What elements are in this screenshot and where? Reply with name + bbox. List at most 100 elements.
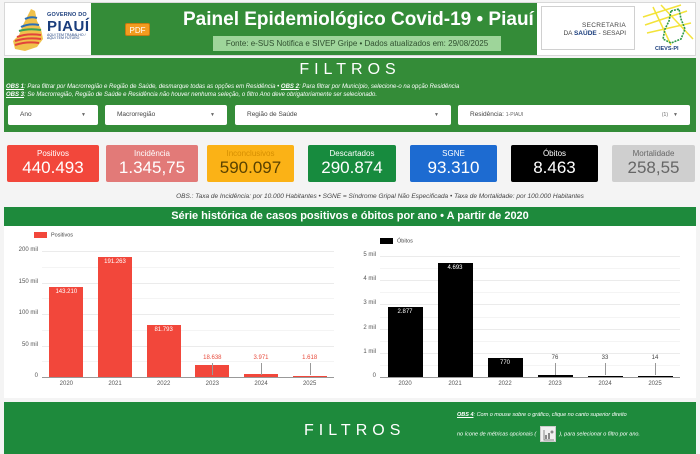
y-tick-label: 0 xyxy=(34,373,38,379)
gridline xyxy=(380,268,680,270)
bottom-filters-title: FILTROS xyxy=(304,422,406,439)
gridline xyxy=(42,298,334,300)
bar-value-label: 18.638 xyxy=(203,355,222,361)
cievs-logo: CIEVS-PI xyxy=(641,3,697,55)
gov-logo-line2: PIAUÍ xyxy=(47,17,90,35)
y-tick-label: 0 xyxy=(372,373,376,379)
y-tick-label: 150 mil xyxy=(18,278,38,285)
bar-value-label: 1.618 xyxy=(302,355,318,361)
gov-logo-line3: AQUI TEM TRABALHO / AQUI TEM FUTURO xyxy=(47,32,86,40)
chevron-down-icon: ▼ xyxy=(673,112,678,118)
header: GOVERNO DO PIAUÍ AQUI TEM TRABALHO / AQU… xyxy=(4,2,696,56)
label-leader-line xyxy=(605,363,606,375)
kpi-label: Mortalidade xyxy=(632,149,675,158)
pdf-button[interactable]: PDF xyxy=(125,23,150,36)
bar-value-label: 33 xyxy=(601,355,609,361)
obs4-note-line2: no ícone de métricas opcionais ( ), para… xyxy=(457,426,640,442)
gridline xyxy=(42,251,334,252)
governo-piaui-logo: GOVERNO DO PIAUÍ AQUI TEM TRABALHO / AQU… xyxy=(9,5,93,55)
x-tick-label: 2023 xyxy=(548,381,562,387)
obitos-bar-chart[interactable]: Óbitos 0 1 mil 2 mil 3 mil 4 mil 5 mil 2.877 202… xyxy=(350,226,696,398)
chevron-down-icon: ▼ xyxy=(210,112,215,118)
bar-2023[interactable] xyxy=(537,375,573,377)
label-leader-line xyxy=(261,363,262,375)
x-tick-label: 2022 xyxy=(498,381,512,387)
bar-value-label: 81.793 xyxy=(154,327,173,334)
bar-value-label: 4.693 xyxy=(447,265,463,272)
kpi-label: Positivos xyxy=(36,149,69,158)
gridline xyxy=(42,345,334,347)
bar-2025[interactable] xyxy=(292,375,327,377)
bar-2020[interactable] xyxy=(387,307,423,377)
kpi-value: 440.493 xyxy=(22,158,84,177)
kpi-value: 590.097 xyxy=(219,158,282,177)
chart-legend[interactable]: Óbitos xyxy=(380,238,413,244)
kpi-label: Óbitos xyxy=(542,149,567,158)
bar-2022[interactable] xyxy=(146,325,181,377)
gridline xyxy=(380,256,680,257)
gridline xyxy=(380,280,680,282)
bar-2021[interactable] xyxy=(437,263,473,377)
x-axis-line xyxy=(42,377,334,378)
kpi-label: Incidência xyxy=(133,149,171,158)
x-tick-label: 2022 xyxy=(156,381,171,387)
data-source-note: Fonte: e-SUS Notifica e SIVEP Gripe • Da… xyxy=(213,36,501,51)
x-tick-label: 2021 xyxy=(448,381,462,387)
bar-2022[interactable] xyxy=(487,358,523,377)
obs1-note: OBS 1: Para filtrar por Macrorregião e R… xyxy=(6,84,460,90)
x-tick-label: 2025 xyxy=(302,381,317,387)
x-tick-label: 2021 xyxy=(108,381,122,387)
filter-residencia-select[interactable]: Residência: 1-PIAUI (1) ▼ xyxy=(458,105,690,125)
gridline xyxy=(42,329,334,331)
y-tick-label: 50 mil xyxy=(21,341,38,348)
bar-2021[interactable] xyxy=(97,256,133,377)
kpi-card-sgne: SGNE 93.310 xyxy=(410,145,497,182)
bottom-filters-panel: FILTROS OBS 4: Com o mouse sobre o gráfi… xyxy=(4,402,696,454)
label-leader-line xyxy=(555,363,556,375)
label-leader-line xyxy=(655,363,656,375)
filter-ano-label: Ano xyxy=(20,111,32,118)
filter-macrorregiao-select[interactable]: Macrorregião ▼ xyxy=(105,105,227,125)
kpi-value: 290.874 xyxy=(321,158,383,177)
page-title: Painel Epidemiológico Covid-19 • Piauí xyxy=(183,9,534,30)
kpi-value: 258,55 xyxy=(627,158,680,177)
bar-value-label: 191.263 xyxy=(104,258,126,265)
x-tick-label: 2025 xyxy=(648,381,662,387)
y-tick-label: 2 mil xyxy=(363,324,376,331)
legend-label: Positivos xyxy=(51,232,74,239)
kpi-label: Descartados xyxy=(329,149,375,158)
sesapi-line1: SECRETARIA xyxy=(581,22,626,29)
legend-swatch xyxy=(34,232,47,238)
bar-value-label: 2.877 xyxy=(397,309,413,316)
legend-swatch xyxy=(380,238,393,244)
bar-2025[interactable] xyxy=(637,375,673,377)
filter-regiao-saude-select[interactable]: Região de Saúde ▼ xyxy=(235,105,451,125)
gridline xyxy=(42,266,334,268)
gridline xyxy=(380,292,680,294)
filter-ano-select[interactable]: Ano ▼ xyxy=(8,105,98,125)
gridline xyxy=(42,282,334,284)
y-tick-label: 200 mil xyxy=(18,247,38,253)
gridline xyxy=(42,314,334,315)
chart-legend[interactable]: Positivos xyxy=(34,232,73,238)
chevron-down-icon: ▼ xyxy=(434,112,439,118)
gridline xyxy=(380,352,680,354)
gridline xyxy=(380,304,680,306)
label-leader-line xyxy=(309,363,311,375)
kpi-card-positivos: Positivos 440.493 xyxy=(7,145,99,182)
bar-2024[interactable] xyxy=(587,375,623,377)
bar-value-label: 14 xyxy=(651,355,659,361)
chart-area: Positivos 0 50 mil 100 mil 150 mil 200 mil 14 3… xyxy=(4,226,696,398)
optional-metrics-icon xyxy=(539,426,556,442)
y-tick-label: 100 mil xyxy=(18,310,38,316)
kpi-label: SGNE xyxy=(442,149,465,158)
gridline xyxy=(380,340,680,342)
positivos-bar-chart[interactable]: Positivos 0 50 mil 100 mil 150 mil 200 mil 143… xyxy=(4,226,344,398)
chart-section-title: Série histórica de casos positivos e óbi… xyxy=(4,207,696,226)
y-tick-label: 3 mil xyxy=(363,300,376,307)
sesapi-line2: DA SAÚDE - SESAPI xyxy=(563,30,626,37)
bar-2024[interactable] xyxy=(243,374,279,377)
gov-logo-line1: GOVERNO DO xyxy=(47,12,87,18)
cievs-network-icon xyxy=(642,4,694,46)
bar-2020[interactable] xyxy=(49,286,84,377)
